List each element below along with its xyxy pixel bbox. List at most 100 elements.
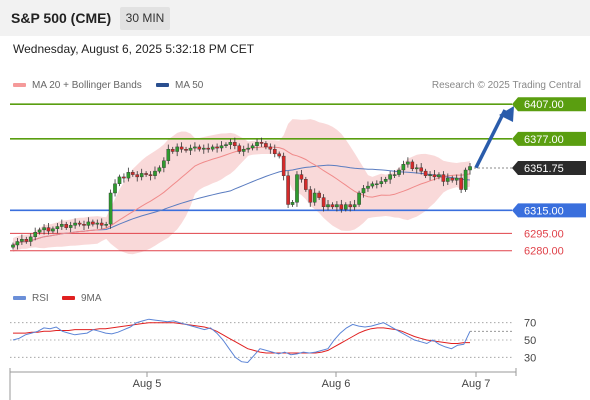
candle [308,186,313,207]
candles [11,137,472,250]
candle-body [348,204,353,208]
candle-body [64,223,68,228]
datetime-label: Wednesday, August 6, 2025 5:32:18 PM CET [13,42,255,56]
candle [166,144,171,165]
candle [73,218,77,229]
candle-body [366,185,370,189]
candle-body [370,183,375,187]
candle-body [250,145,255,149]
legend-9ma: 9MA [62,293,102,304]
candle [446,173,450,185]
candle-body [463,169,468,190]
legend-ma50-swatch [156,83,169,88]
candle-body [68,225,73,228]
candle [415,164,419,174]
candle [304,176,308,192]
price-tag-6407.00: 6407.00 [512,97,586,112]
candle-body [166,148,171,161]
candle [11,242,15,250]
candle-body [224,144,228,147]
candle-body [219,145,224,149]
candle-body [415,167,419,170]
candle [339,199,344,213]
candle [361,184,366,198]
candle [330,202,335,210]
candle-body [375,183,379,186]
candle-body [468,166,472,171]
price-tag-6377.00: 6377.00 [512,131,586,146]
candle [51,226,55,234]
candle-body [144,173,148,175]
candle [232,137,237,150]
candle [352,199,357,211]
candle-body [130,172,135,175]
candle-body [441,174,446,182]
candle-body [197,146,202,150]
candle [290,199,295,207]
candle [366,181,370,192]
candle [193,142,197,152]
candle [104,221,108,228]
candle-body [388,174,392,180]
candle-body [162,160,166,168]
candle [326,199,330,211]
candle-body [277,153,282,157]
instrument-title: S&P 500 (CME) [11,10,112,26]
candle [406,157,410,168]
candle [55,223,60,234]
candle-body [281,155,286,176]
rsi-tick-70: 70 [524,318,536,330]
candle-body [113,183,117,194]
legend-bb: MA 20 + Bollinger Bands [13,80,142,91]
candle [184,146,188,153]
candle-body [241,148,246,152]
candle-body [188,147,193,151]
rsi-9ma-line [13,322,470,354]
candle [15,238,20,250]
candle-body [264,143,268,148]
candle [259,137,264,147]
chart-header: S&P 500 (CME) 30 MIN [0,0,590,36]
candle [64,221,68,230]
candle-body [295,174,299,203]
legend-bb-swatch [13,83,26,88]
candle [317,190,321,200]
candle-body [450,177,455,181]
candle [60,219,64,230]
legend-bb-label: MA 20 + Bollinger Bands [32,80,142,91]
candle-body [210,146,215,150]
candle [68,221,73,233]
candle [348,201,353,212]
candle [157,165,162,174]
candle-body [55,226,60,229]
candle [113,179,117,197]
candle [335,201,339,212]
timeframe-badge[interactable]: 30 MIN [120,7,170,30]
candle-body [344,204,348,210]
candle-body [428,174,432,177]
candle-body [206,147,211,150]
rsi-tick-50: 50 [524,335,536,347]
candle [250,143,255,151]
candle [24,236,29,244]
candle-body [232,142,237,147]
candle [459,173,463,194]
candle-body [299,174,304,180]
candle [397,167,401,177]
legend-rsi-label: RSI [32,293,49,304]
candle-body [326,204,330,208]
price-tag-6315.00: 6315.00 [512,203,586,218]
candle-body [357,192,361,205]
legend-rsi: RSI [13,293,49,304]
candle-body [73,222,77,226]
candle-body [237,145,242,152]
projection-arrowhead [499,106,514,122]
candle-body [157,167,162,172]
candle-body [37,229,42,233]
price-tags: 6407.00 6377.00 6351.75 6315.00 6295.00 6280.… [512,97,586,258]
candle [432,169,437,181]
candle [423,168,428,179]
candle [273,144,277,158]
candle-body [24,238,29,242]
